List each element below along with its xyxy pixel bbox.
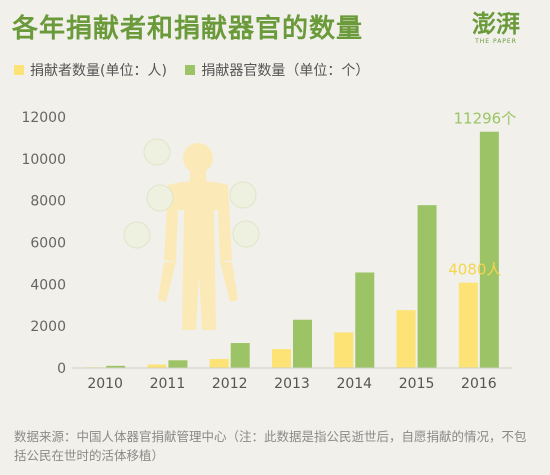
bar-donors-2012 — [209, 358, 229, 368]
x-tick-label: 2010 — [87, 376, 123, 392]
bar-organs-2012 — [230, 343, 250, 368]
data-source-note: 数据来源：中国人体器官捐献管理中心（注：此数据是指公民逝世后，自愿捐献的情况，不… — [14, 429, 527, 463]
bar-organs-2010 — [106, 365, 126, 368]
stomach-icon — [146, 184, 174, 212]
human-figure-illustration — [158, 143, 238, 330]
legend-item-donors: 捐献者数量(单位：人) — [14, 60, 167, 80]
bar-donors-2013 — [272, 349, 291, 368]
legend-swatch-organs — [185, 65, 196, 75]
logo: 澎湃 THE PAPER — [472, 10, 520, 45]
x-tick-label: 2011 — [150, 376, 186, 392]
data-label-donors-2016: 4080人 — [448, 261, 501, 279]
x-tick-label: 2015 — [399, 376, 435, 392]
data-label-organs-2016: 11296个 — [453, 110, 516, 128]
y-tick-label: 10000 — [21, 152, 66, 168]
bar-donors-2014 — [334, 332, 354, 368]
legend: 捐献者数量(单位：人) 捐献器官数量（单位：个） — [14, 60, 383, 80]
bar-donors-2016 — [458, 282, 478, 368]
organ-icons — [123, 138, 260, 249]
logo-subtext: THE PAPER — [474, 38, 517, 45]
brain-icon — [143, 138, 171, 166]
y-tick-label: 0 — [57, 361, 66, 377]
y-tick-label: 2000 — [30, 319, 66, 335]
legend-swatch-donors — [14, 65, 24, 75]
bar-organs-2016 — [479, 131, 499, 368]
x-tick-label: 2016 — [461, 376, 497, 392]
bar-organs-2011 — [168, 360, 188, 368]
legend-item-organs: 捐献器官数量（单位：个） — [185, 60, 369, 80]
logo-text: 澎湃 — [472, 10, 520, 38]
y-tick-label: 4000 — [30, 277, 66, 293]
x-tick-label: 2012 — [212, 376, 248, 392]
y-tick-label: 12000 — [21, 110, 66, 126]
legend-label-organs: 捐献器官数量（单位：个） — [201, 63, 370, 79]
y-tick-label: 6000 — [30, 236, 66, 252]
kidney-icon — [232, 220, 260, 248]
axis-layer: 0 2000 4000 6000 8000 10000 12000 2010 2011 2012 2… — [21, 110, 516, 392]
bar-chart: 0 2000 4000 6000 8000 10000 12000 2010 2011 2012 2… — [21, 110, 516, 392]
lungs-icon — [123, 221, 151, 249]
heart-icon — [229, 181, 257, 209]
x-tick-label: 2014 — [336, 376, 372, 392]
x-tick-label: 2013 — [274, 376, 310, 392]
bars-layer — [85, 131, 499, 368]
legend-label-donors: 捐献者数量(单位：人) — [30, 63, 167, 79]
bar-donors-2011 — [147, 364, 167, 368]
bar-donors-2015 — [396, 310, 416, 368]
chart-title: 各年捐献者和捐献器官的数量 — [12, 14, 364, 44]
bar-organs-2015 — [417, 205, 437, 368]
bar-organs-2013 — [293, 319, 312, 368]
bar-organs-2014 — [355, 272, 375, 368]
y-tick-label: 8000 — [30, 194, 66, 210]
